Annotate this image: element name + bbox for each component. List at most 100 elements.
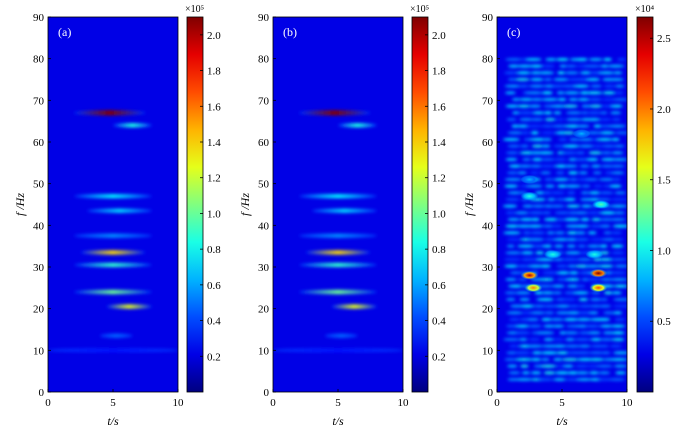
y-tick-label: 0 (39, 387, 45, 399)
energy-patch (557, 71, 566, 75)
energy-patch (597, 138, 613, 141)
hotspot (524, 283, 543, 293)
energy-patch (611, 251, 625, 255)
energy-patch (553, 258, 564, 261)
energy-patch (614, 84, 625, 88)
colorbar-tick-label: 2.0 (432, 30, 446, 42)
energy-patch (541, 271, 560, 275)
energy-patch (598, 71, 615, 75)
y-tick-label: 60 (258, 137, 270, 149)
energy-patch (557, 184, 568, 188)
energy-patch (533, 364, 543, 368)
energy-patch (592, 144, 603, 148)
y-tick-label: 20 (258, 304, 270, 316)
energy-patch (586, 158, 599, 161)
y-tick-label: 80 (258, 54, 270, 66)
energy-patch (504, 264, 519, 268)
energy-patch (563, 318, 579, 321)
energy-patch (615, 371, 627, 375)
energy-patch (592, 171, 602, 175)
energy-patch (563, 164, 578, 168)
energy-patch (536, 151, 555, 155)
energy-patch (503, 338, 520, 341)
energy-patch (563, 331, 579, 335)
panel-b: 0 10 20 30 40 50 60 70 80 90 0 5 10 t/s f /Hz (b) 0.2 0.4… (238, 4, 446, 428)
ridge-10hz (48, 348, 178, 353)
energy-patch (513, 331, 531, 335)
energy-patch (514, 378, 533, 381)
energy-patch (614, 191, 627, 195)
hotspot (585, 250, 604, 259)
colorbar-tick-label: 0.6 (207, 280, 221, 292)
energy-patch (536, 258, 555, 261)
energy-patch (521, 131, 530, 135)
energy-patch (514, 211, 529, 215)
energy-patch (538, 164, 557, 168)
y-tick-label: 90 (258, 12, 270, 24)
hotspot (520, 270, 539, 280)
x-axis-label: t/s (332, 414, 344, 428)
y-tick-label: 50 (33, 179, 45, 191)
energy-patch (565, 338, 575, 341)
energy-patch (549, 204, 565, 208)
energy-patch (598, 318, 611, 321)
energy-patch (603, 231, 612, 235)
energy-patch (600, 64, 609, 68)
energy-patch (506, 324, 519, 328)
energy-patch (617, 58, 626, 61)
energy-patch (613, 311, 623, 315)
energy-patch (556, 278, 570, 281)
energy-patch (556, 91, 565, 95)
energy-patch (528, 211, 545, 215)
energy-patch (508, 64, 520, 68)
energy-patch (576, 258, 593, 261)
energy-patch (519, 298, 530, 301)
energy-patch (599, 244, 608, 248)
energy-patch (504, 91, 516, 95)
energy-patch (613, 284, 627, 288)
energy-patch (578, 171, 588, 175)
energy-layer (273, 110, 403, 353)
energy-patch (584, 324, 601, 328)
energy-patch (611, 331, 625, 335)
energy-patch (531, 144, 544, 148)
energy-patch (542, 211, 552, 215)
energy-patch (598, 304, 612, 308)
energy-patch (520, 251, 534, 255)
energy-patch (585, 178, 599, 181)
energy-patch (519, 118, 534, 121)
ridge-33.5hz (80, 250, 146, 255)
energy-patch (528, 264, 544, 268)
energy-patch (544, 178, 554, 181)
energy-patch (564, 71, 580, 75)
energy-patch (553, 378, 566, 381)
energy-patch (562, 104, 579, 108)
energy-patch (552, 291, 563, 295)
energy-patch (559, 64, 568, 68)
energy-patch (551, 324, 565, 328)
energy-patch (528, 104, 542, 108)
energy-patch (555, 218, 565, 221)
energy-patch (613, 91, 624, 95)
energy-patch (609, 271, 627, 275)
ridge-47hz (299, 193, 377, 199)
energy-patch (553, 358, 563, 361)
ridge-64hz (113, 123, 152, 128)
energy-patch (545, 58, 557, 61)
energy-patch (575, 318, 592, 321)
energy-patch (508, 344, 519, 348)
energy-patch (611, 291, 622, 295)
energy-patch (574, 364, 590, 368)
colorbar-tick-label: 2.5 (657, 33, 671, 45)
y-tick-label: 10 (33, 345, 45, 357)
hotspot (589, 268, 608, 278)
energy-patch (599, 224, 611, 228)
colorbar-tick-label: 1.0 (657, 245, 671, 257)
energy-patch (614, 318, 626, 321)
energy-patch (517, 104, 531, 108)
energy-patch (551, 224, 563, 228)
energy-patch (586, 78, 601, 81)
energy-patch (511, 98, 521, 101)
energy-patch (543, 338, 554, 341)
energy-patch (521, 371, 531, 375)
